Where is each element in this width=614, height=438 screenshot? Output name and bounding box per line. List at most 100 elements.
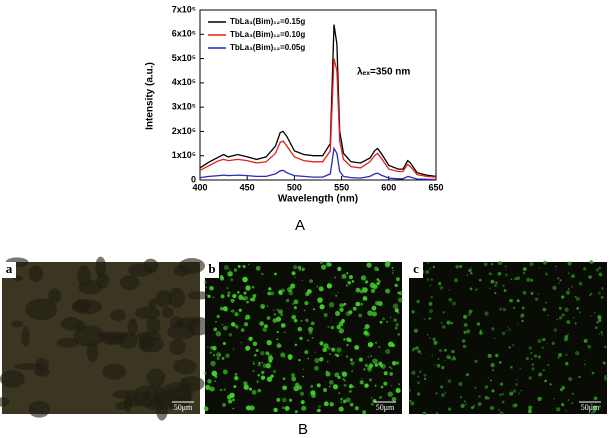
particle	[394, 283, 398, 288]
particle	[290, 354, 292, 356]
particle	[567, 272, 570, 275]
particle	[567, 333, 569, 335]
particle	[214, 380, 217, 383]
scale-label: 50μm	[376, 403, 395, 412]
particle	[410, 401, 415, 406]
particle	[398, 291, 403, 296]
x-tick-label: 450	[240, 182, 255, 192]
data-line	[199, 58, 437, 178]
particle	[601, 333, 604, 336]
particle	[509, 298, 514, 303]
particle	[380, 364, 383, 368]
particle	[345, 355, 349, 358]
particle	[558, 316, 563, 320]
particle	[338, 328, 344, 334]
particle	[306, 339, 310, 342]
particle	[272, 309, 275, 311]
particle	[345, 397, 351, 403]
particle	[597, 291, 601, 295]
particle	[568, 376, 573, 382]
particle	[442, 310, 445, 314]
particle	[317, 408, 321, 413]
particle	[309, 279, 314, 284]
particle	[266, 376, 273, 382]
particle	[397, 291, 400, 294]
particle	[491, 274, 493, 276]
particle	[326, 283, 333, 289]
particle	[528, 405, 533, 410]
scale-label: 50μm	[174, 403, 193, 412]
particle	[318, 286, 324, 292]
particle	[583, 340, 586, 343]
particle	[578, 311, 581, 314]
particle	[385, 288, 391, 294]
particle	[588, 412, 590, 414]
y-tick-label: 0	[191, 174, 196, 184]
particle	[316, 285, 319, 288]
x-tick-label: 400	[192, 182, 207, 192]
particle	[292, 302, 294, 305]
particle	[555, 269, 557, 271]
particle	[408, 389, 411, 392]
particle	[304, 350, 309, 355]
particle	[221, 356, 225, 360]
particle	[530, 278, 534, 282]
particle	[470, 266, 473, 269]
texture	[173, 359, 197, 375]
particle	[308, 330, 313, 335]
particle	[488, 272, 492, 276]
particle	[439, 285, 444, 290]
particle	[281, 406, 285, 410]
particle	[273, 407, 278, 413]
texture	[155, 290, 173, 308]
particle	[222, 342, 226, 346]
particle	[598, 318, 602, 323]
particle	[209, 351, 212, 354]
particle	[278, 344, 282, 348]
texture	[146, 368, 166, 388]
particle	[461, 406, 463, 408]
y-tick-label: 3x10⁵	[172, 102, 196, 112]
particle	[446, 355, 451, 360]
particle	[299, 336, 303, 341]
particle	[433, 363, 436, 366]
particle	[332, 384, 339, 390]
particle	[430, 295, 433, 299]
particle	[297, 326, 303, 332]
particle	[468, 309, 473, 314]
particle	[466, 329, 471, 334]
particle	[237, 291, 240, 294]
particle	[371, 305, 377, 311]
particle	[451, 350, 455, 354]
particle	[504, 265, 507, 268]
particle	[463, 322, 468, 327]
panel-label: A	[295, 217, 305, 234]
texture	[95, 256, 106, 278]
particle	[541, 338, 545, 341]
particle	[372, 358, 378, 364]
particle	[327, 360, 329, 363]
particle	[491, 369, 495, 372]
particle	[583, 267, 587, 271]
particle	[276, 331, 279, 334]
particle	[589, 260, 594, 264]
particle	[599, 333, 601, 335]
particle	[261, 370, 265, 375]
particle	[578, 375, 581, 379]
particle	[222, 369, 228, 375]
particle	[603, 345, 607, 349]
particle	[497, 260, 503, 266]
particle	[321, 264, 327, 270]
particle	[249, 298, 253, 302]
texture	[180, 376, 205, 392]
particle	[593, 311, 596, 314]
particle	[226, 286, 229, 290]
particle	[270, 374, 274, 378]
particle	[278, 309, 284, 315]
particle	[314, 351, 316, 353]
particle	[522, 267, 527, 272]
particle	[314, 365, 319, 371]
particle	[220, 294, 225, 299]
particle	[219, 388, 223, 392]
particle	[389, 372, 393, 376]
